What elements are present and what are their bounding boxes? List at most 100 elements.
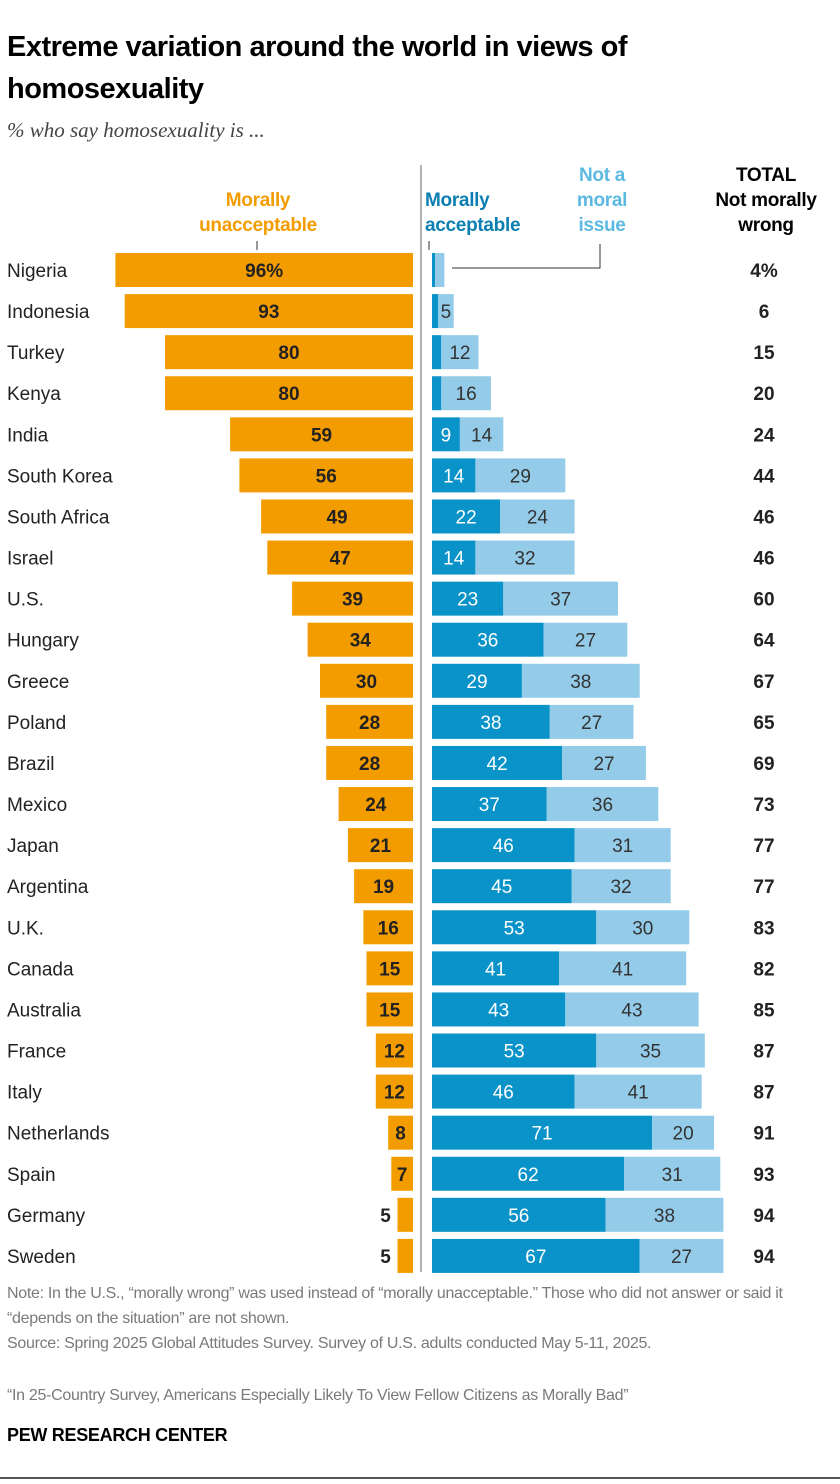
label-total: 93 — [753, 1165, 774, 1186]
label-not-moral: 35 — [640, 1042, 661, 1063]
label-acceptable: 56 — [508, 1206, 529, 1227]
label-not-moral: 32 — [514, 549, 535, 570]
label-not-moral: 24 — [527, 507, 549, 528]
bar-acceptable — [432, 622, 544, 657]
country-label: Japan — [7, 836, 59, 857]
not-moral-leader — [452, 244, 601, 269]
label-acceptable: 53 — [504, 918, 525, 939]
label-acceptable: 53 — [504, 1042, 525, 1063]
report-title: “In 25-Country Survey, Americans Especia… — [7, 1387, 629, 1404]
label-unacceptable: 15 — [379, 1000, 401, 1021]
label-total: 24 — [753, 425, 775, 446]
bar-not-moral — [475, 540, 575, 575]
country-label: South Korea — [7, 466, 113, 487]
bar-not-moral — [596, 1033, 705, 1068]
country-label: U.S. — [7, 590, 44, 611]
label-unacceptable: 8 — [395, 1124, 406, 1145]
label-acceptable: 23 — [457, 590, 478, 611]
bar-not-moral — [500, 499, 575, 534]
bar-not-moral — [441, 335, 479, 370]
bar-not-moral — [543, 622, 628, 657]
label-unacceptable: 59 — [311, 425, 332, 446]
bar-unacceptable — [363, 910, 413, 945]
country-label: Canada — [7, 959, 74, 980]
label-acceptable: 43 — [488, 1000, 509, 1021]
bar-acceptable — [432, 1156, 625, 1191]
country-label: India — [7, 425, 49, 446]
bar-unacceptable — [115, 253, 414, 287]
bar-unacceptable — [375, 1033, 413, 1068]
bar-not-moral — [639, 1238, 724, 1273]
bar-acceptable — [432, 417, 460, 452]
bar-unacceptable — [388, 1115, 413, 1150]
label-not-moral: 38 — [570, 672, 591, 693]
chart-title: Extreme variation around the world in vi… — [7, 31, 627, 105]
bar-acceptable — [432, 869, 572, 904]
country-label: Argentina — [7, 877, 89, 898]
bar-acceptable — [432, 910, 597, 945]
label-not-moral: 27 — [593, 754, 614, 775]
label-unacceptable: 21 — [370, 836, 392, 857]
label-unacceptable: 28 — [359, 754, 380, 775]
bar-unacceptable — [165, 335, 413, 370]
label-not-moral: 5 — [441, 302, 452, 323]
bar-acceptable — [432, 745, 563, 780]
label-unacceptable: 12 — [384, 1083, 405, 1104]
bar-unacceptable — [347, 828, 413, 863]
header-total-line1: TOTAL — [735, 165, 797, 186]
bar-unacceptable — [165, 376, 413, 411]
label-total: 91 — [753, 1124, 775, 1145]
bar-not-moral — [521, 663, 640, 698]
bar-not-moral — [562, 745, 646, 780]
bar-acceptable — [432, 458, 476, 493]
label-acceptable: 22 — [456, 507, 477, 528]
country-label: Indonesia — [7, 302, 90, 323]
label-not-moral: 37 — [550, 590, 571, 611]
label-total: 87 — [753, 1083, 774, 1104]
bar-unacceptable — [366, 992, 413, 1027]
country-label: Kenya — [7, 384, 61, 405]
label-not-moral: 14 — [471, 425, 493, 446]
country-label: South Africa — [7, 507, 110, 528]
bar-not-moral — [571, 869, 671, 904]
label-total: 77 — [753, 877, 774, 898]
country-label: Sweden — [7, 1247, 76, 1268]
bar-acceptable — [432, 951, 560, 986]
label-not-moral: 32 — [611, 877, 632, 898]
bar-not-moral — [624, 1156, 721, 1191]
label-not-moral: 41 — [628, 1083, 649, 1104]
bar-acceptable — [432, 1197, 606, 1232]
label-acceptable: 36 — [477, 631, 498, 652]
label-total: 20 — [753, 384, 774, 405]
label-acceptable: 41 — [485, 959, 506, 980]
label-not-moral: 27 — [575, 631, 596, 652]
label-total: 6 — [759, 302, 770, 323]
bar-acceptable — [432, 704, 550, 739]
label-total: 85 — [753, 1000, 775, 1021]
label-unacceptable: 15 — [379, 959, 401, 980]
bar-unacceptable — [124, 294, 413, 329]
bottom-rule — [0, 1477, 840, 1479]
label-total: 60 — [753, 590, 774, 611]
label-unacceptable: 7 — [397, 1165, 408, 1186]
country-label: Mexico — [7, 795, 67, 816]
label-total: 15 — [753, 343, 775, 364]
label-not-moral: 16 — [456, 384, 477, 405]
bar-acceptable — [432, 581, 504, 616]
label-total: 83 — [753, 918, 774, 939]
country-label: U.K. — [7, 918, 44, 939]
label-unacceptable: 93 — [258, 302, 279, 323]
label-total: 46 — [753, 549, 774, 570]
country-label: Australia — [7, 1000, 81, 1021]
label-total: 87 — [753, 1042, 774, 1063]
label-total: 46 — [753, 507, 774, 528]
header-total: TOTAL Not morally wrong — [700, 163, 832, 238]
label-acceptable: 14 — [443, 549, 465, 570]
label-unacceptable: 34 — [350, 631, 372, 652]
bar-not-moral — [546, 787, 659, 822]
label-unacceptable: 39 — [342, 590, 363, 611]
bar-acceptable — [432, 335, 442, 370]
country-label: Italy — [7, 1083, 42, 1104]
label-total: 94 — [753, 1247, 775, 1268]
label-unacceptable: 56 — [316, 466, 337, 487]
